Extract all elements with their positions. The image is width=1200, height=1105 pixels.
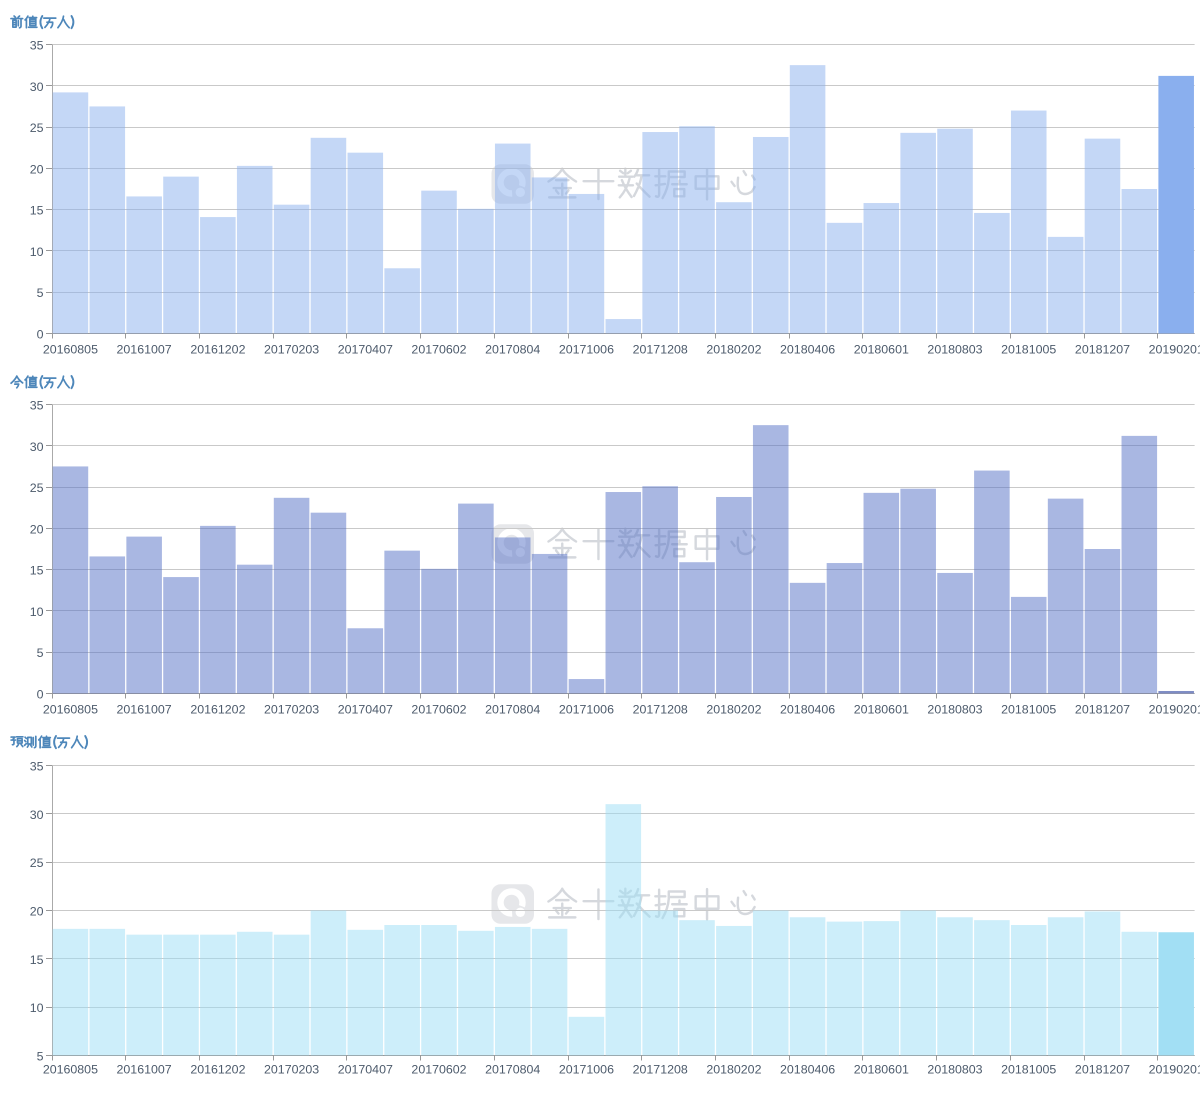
svg-text:20180202: 20180202 bbox=[706, 1063, 761, 1077]
svg-text:20170602: 20170602 bbox=[411, 343, 466, 357]
svg-text:20180601: 20180601 bbox=[854, 1063, 909, 1077]
svg-text:20180803: 20180803 bbox=[927, 343, 982, 357]
svg-text:20160805: 20160805 bbox=[43, 703, 98, 717]
svg-text:20170804: 20170804 bbox=[485, 343, 540, 357]
svg-text:20181005: 20181005 bbox=[1001, 343, 1056, 357]
svg-text:20160805: 20160805 bbox=[43, 1063, 98, 1077]
svg-text:20161202: 20161202 bbox=[190, 1063, 245, 1077]
svg-text:20171208: 20171208 bbox=[633, 343, 688, 357]
svg-text:20171208: 20171208 bbox=[633, 1063, 688, 1077]
svg-text:20180803: 20180803 bbox=[927, 1063, 982, 1077]
svg-text:20170203: 20170203 bbox=[264, 343, 319, 357]
svg-text:20171006: 20171006 bbox=[559, 1063, 614, 1077]
svg-text:20170804: 20170804 bbox=[485, 703, 540, 717]
svg-text:25: 25 bbox=[30, 121, 44, 135]
svg-text:10: 10 bbox=[30, 605, 44, 619]
svg-text:0: 0 bbox=[37, 328, 44, 342]
svg-text:5: 5 bbox=[37, 1050, 44, 1064]
svg-text:20161007: 20161007 bbox=[117, 1063, 172, 1077]
svg-text:30: 30 bbox=[30, 440, 44, 454]
svg-text:5: 5 bbox=[37, 286, 44, 300]
svg-text:10: 10 bbox=[30, 1001, 44, 1015]
svg-text:20180601: 20180601 bbox=[854, 703, 909, 717]
svg-text:30: 30 bbox=[30, 808, 44, 822]
svg-text:20171208: 20171208 bbox=[633, 703, 688, 717]
svg-text:20181005: 20181005 bbox=[1001, 703, 1056, 717]
svg-text:20: 20 bbox=[30, 522, 44, 536]
svg-text:35: 35 bbox=[30, 39, 44, 53]
svg-text:20171006: 20171006 bbox=[559, 703, 614, 717]
svg-text:20170602: 20170602 bbox=[411, 703, 466, 717]
svg-text:20180406: 20180406 bbox=[780, 343, 835, 357]
svg-text:20190201: 20190201 bbox=[1149, 703, 1200, 717]
svg-text:20180803: 20180803 bbox=[927, 703, 982, 717]
svg-text:20170203: 20170203 bbox=[264, 703, 319, 717]
svg-text:20181207: 20181207 bbox=[1075, 1063, 1130, 1077]
svg-text:20170407: 20170407 bbox=[338, 343, 393, 357]
svg-text:15: 15 bbox=[30, 204, 44, 218]
svg-text:20161007: 20161007 bbox=[117, 703, 172, 717]
svg-text:20181207: 20181207 bbox=[1075, 703, 1130, 717]
svg-text:15: 15 bbox=[30, 564, 44, 578]
svg-text:20161202: 20161202 bbox=[190, 343, 245, 357]
svg-text:20180601: 20180601 bbox=[854, 343, 909, 357]
svg-text:20190201: 20190201 bbox=[1149, 1063, 1200, 1077]
svg-text:15: 15 bbox=[30, 953, 44, 967]
svg-text:20171006: 20171006 bbox=[559, 343, 614, 357]
svg-text:20161007: 20161007 bbox=[117, 343, 172, 357]
svg-text:20170407: 20170407 bbox=[338, 703, 393, 717]
svg-text:20181207: 20181207 bbox=[1075, 343, 1130, 357]
svg-text:0: 0 bbox=[37, 688, 44, 702]
svg-text:20160805: 20160805 bbox=[43, 343, 98, 357]
svg-text:20170407: 20170407 bbox=[338, 1063, 393, 1077]
svg-text:5: 5 bbox=[37, 646, 44, 660]
svg-text:35: 35 bbox=[30, 760, 44, 774]
svg-text:20170804: 20170804 bbox=[485, 1063, 540, 1077]
svg-text:25: 25 bbox=[30, 856, 44, 870]
svg-text:20170602: 20170602 bbox=[411, 1063, 466, 1077]
svg-text:20180406: 20180406 bbox=[780, 703, 835, 717]
svg-text:20180202: 20180202 bbox=[706, 703, 761, 717]
svg-text:20: 20 bbox=[30, 905, 44, 919]
svg-text:20: 20 bbox=[30, 162, 44, 176]
svg-text:25: 25 bbox=[30, 481, 44, 495]
svg-text:20180202: 20180202 bbox=[706, 343, 761, 357]
svg-text:20180406: 20180406 bbox=[780, 1063, 835, 1077]
svg-text:20161202: 20161202 bbox=[190, 703, 245, 717]
svg-text:20190201: 20190201 bbox=[1149, 343, 1200, 357]
svg-text:10: 10 bbox=[30, 245, 44, 259]
svg-text:20181005: 20181005 bbox=[1001, 1063, 1056, 1077]
svg-text:35: 35 bbox=[30, 399, 44, 413]
svg-text:20170203: 20170203 bbox=[264, 1063, 319, 1077]
svg-text:30: 30 bbox=[30, 80, 44, 94]
